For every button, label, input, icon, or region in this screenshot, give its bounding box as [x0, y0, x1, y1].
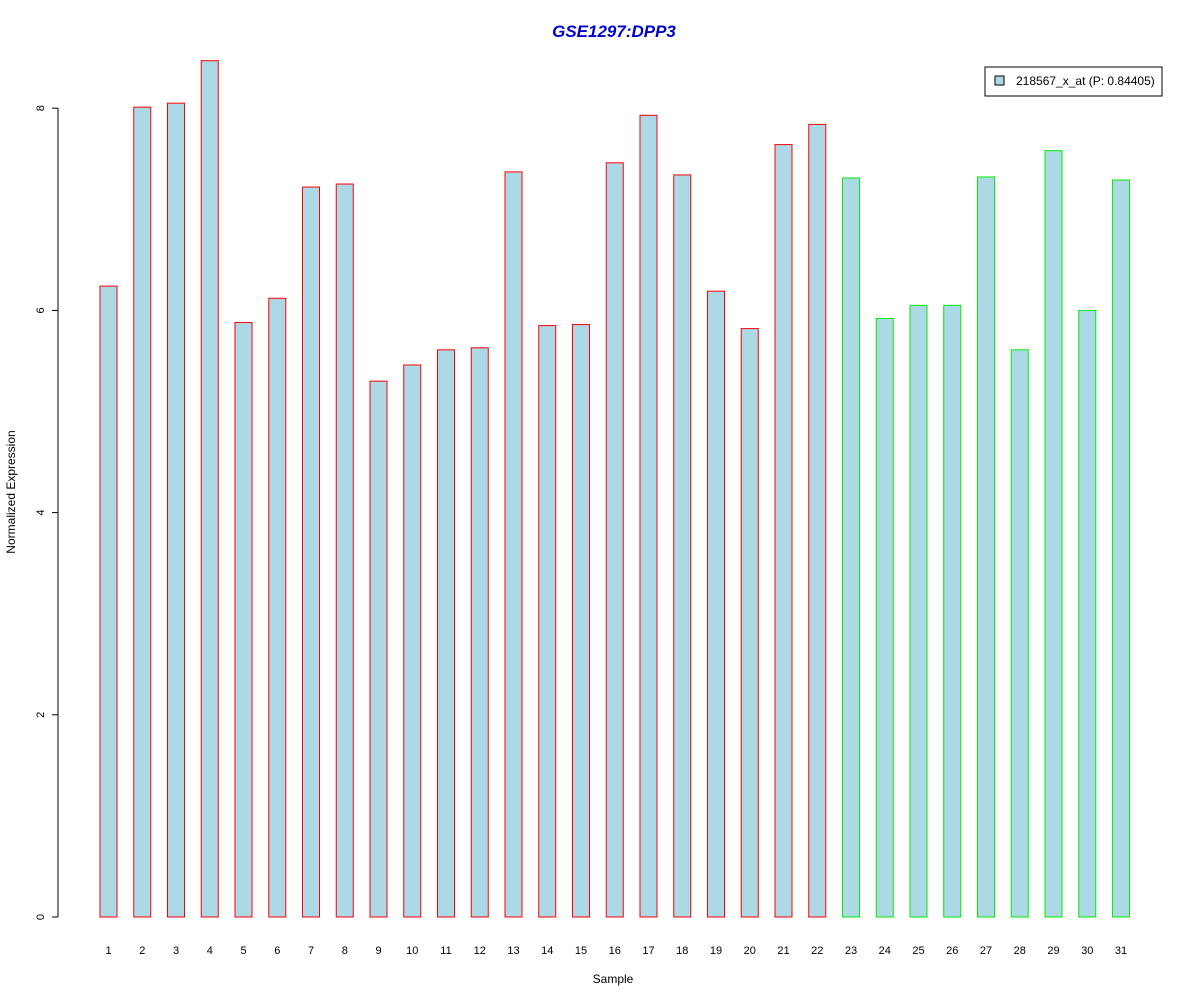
- bar-sample-25: [909, 304, 928, 918]
- x-tick-label: 9: [375, 945, 381, 957]
- y-tick-label: 8: [35, 105, 47, 111]
- bar-sample-4: [200, 60, 219, 918]
- x-tick-label: 27: [980, 945, 992, 957]
- x-tick-label: 5: [240, 945, 246, 957]
- bar-sample-30: [1078, 309, 1097, 918]
- x-tick-label: 18: [676, 945, 688, 957]
- bars-group: [99, 60, 1130, 918]
- bar-sample-12: [470, 347, 489, 918]
- bar-sample-28: [1010, 349, 1029, 918]
- x-tick-label: 26: [946, 945, 958, 957]
- bar-sample-5: [234, 322, 253, 918]
- bar-sample-2: [133, 106, 152, 918]
- x-tick-label: 25: [912, 945, 924, 957]
- y-tick-label: 6: [35, 307, 47, 313]
- x-axis-label: Sample: [593, 972, 634, 986]
- x-tick-label: 14: [541, 945, 553, 957]
- x-tick-label: 21: [777, 945, 789, 957]
- bar-sample-16: [605, 162, 624, 918]
- bar-sample-20: [740, 328, 759, 918]
- x-tick-label: 15: [575, 945, 587, 957]
- y-axis-label: Normalized Expression: [4, 430, 18, 553]
- x-tick-label: 31: [1115, 945, 1127, 957]
- x-tick-label: 2: [139, 945, 145, 957]
- bar-sample-29: [1044, 150, 1063, 918]
- x-tick-label: 11: [440, 945, 451, 957]
- legend-box: [984, 66, 1163, 97]
- x-tick-label: 12: [474, 945, 486, 957]
- bar-sample-21: [774, 144, 793, 918]
- x-tick-label: 10: [406, 945, 418, 957]
- x-tick-label: 19: [710, 945, 722, 957]
- x-tick-label: 23: [845, 945, 857, 957]
- legend-swatch: [994, 75, 1005, 86]
- y-axis: 0 2 4 6 8: [35, 105, 59, 920]
- bar-sample-9: [369, 380, 388, 918]
- x-tick-label: 29: [1047, 945, 1059, 957]
- bar-sample-8: [335, 183, 354, 918]
- x-tick-label: 20: [744, 945, 756, 957]
- y-tick-label: 2: [35, 712, 47, 718]
- bar-sample-24: [875, 317, 894, 918]
- x-tick-label: 24: [879, 945, 891, 957]
- y-tick-label: 4: [35, 510, 47, 516]
- chart-title: GSE1297:DPP3: [552, 22, 676, 41]
- x-tick-label: 7: [308, 945, 314, 957]
- bar-sample-18: [673, 174, 692, 918]
- x-tick-label: 4: [207, 945, 213, 957]
- bar-sample-1: [99, 285, 118, 918]
- bar-sample-14: [538, 325, 557, 918]
- bar-sample-10: [403, 364, 422, 918]
- x-tick-label: 1: [105, 945, 111, 957]
- bar-sample-26: [943, 304, 962, 918]
- bar-sample-11: [437, 349, 455, 918]
- bar-sample-13: [504, 171, 523, 918]
- bar-sample-22: [808, 123, 827, 918]
- legend: 218567_x_at (P: 0.84405): [984, 66, 1163, 97]
- y-tick-label: 0: [35, 914, 47, 920]
- x-tick-label: 30: [1081, 945, 1093, 957]
- bar-sample-7: [302, 186, 320, 918]
- x-tick-label: 17: [642, 945, 654, 957]
- x-tick-label: 6: [274, 945, 280, 957]
- x-tick-label: 8: [342, 945, 348, 957]
- bar-sample-6: [268, 297, 287, 918]
- x-tick-label: 22: [811, 945, 823, 957]
- x-tick-label: 13: [507, 945, 519, 957]
- x-tick-labels: 1 2 3 4 5 6 7 8 9 10 11 12 13 14 15 16 17 18 19 20 21 22 23 24 2…: [105, 945, 1127, 957]
- bar-sample-3: [167, 102, 185, 918]
- x-tick-label: 3: [173, 945, 179, 957]
- bar-sample-19: [707, 290, 725, 918]
- bar-sample-17: [639, 114, 658, 918]
- bar-sample-23: [842, 177, 860, 918]
- bar-sample-15: [572, 324, 590, 918]
- bar-sample-27: [977, 176, 995, 918]
- bar-sample-31: [1112, 179, 1130, 918]
- x-tick-label: 16: [609, 945, 621, 957]
- legend-label: 218567_x_at (P: 0.84405): [1016, 74, 1155, 88]
- x-tick-label: 28: [1014, 945, 1026, 957]
